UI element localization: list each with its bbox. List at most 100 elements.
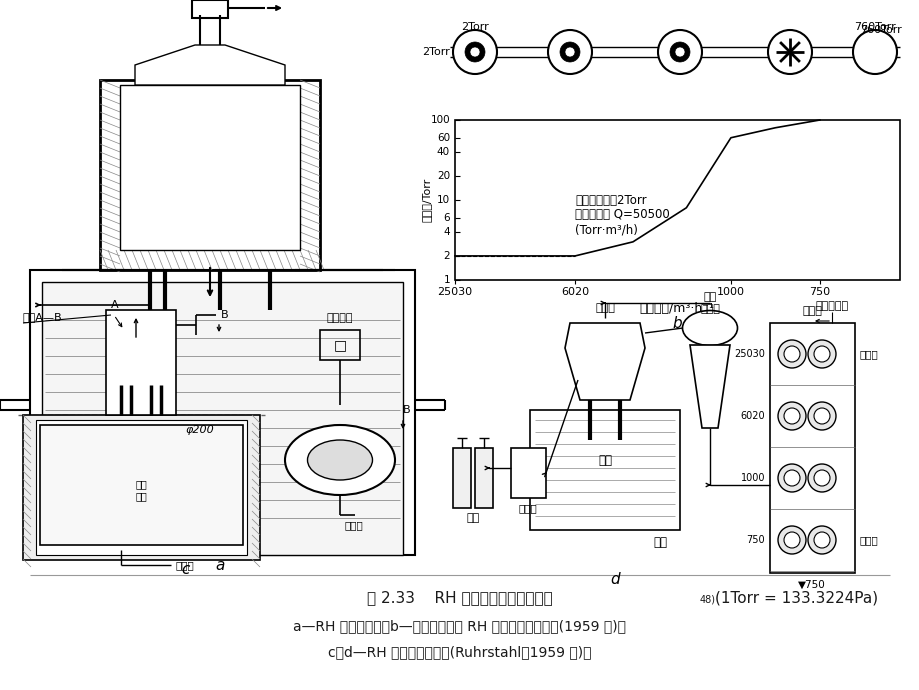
Circle shape xyxy=(783,408,800,424)
Bar xyxy=(455,120,899,280)
Text: 6020: 6020 xyxy=(740,411,765,421)
Circle shape xyxy=(807,526,835,554)
Text: A: A xyxy=(111,300,119,310)
Circle shape xyxy=(548,30,591,74)
Circle shape xyxy=(767,30,811,74)
Text: 10: 10 xyxy=(437,195,449,205)
Text: d: d xyxy=(609,573,619,587)
Bar xyxy=(36,420,246,555)
Text: 48): 48) xyxy=(699,595,715,605)
Text: 真空泵: 真空泵 xyxy=(801,306,821,316)
Circle shape xyxy=(675,47,685,57)
Text: 20: 20 xyxy=(437,171,449,181)
Text: 抽气能力/m³·h⁻¹: 抽气能力/m³·h⁻¹ xyxy=(639,302,714,315)
Text: 脱气槽: 脱气槽 xyxy=(595,303,614,313)
Ellipse shape xyxy=(285,425,394,495)
Text: 100: 100 xyxy=(430,115,449,125)
Bar xyxy=(529,410,679,530)
Circle shape xyxy=(777,464,805,492)
Text: 放散阀: 放散阀 xyxy=(859,349,878,359)
Text: 2Torr: 2Torr xyxy=(460,22,488,32)
Text: 图 2.33    RH 示意图及开发试验装置: 图 2.33 RH 示意图及开发试验装置 xyxy=(367,591,552,606)
Circle shape xyxy=(783,532,800,548)
Text: 2: 2 xyxy=(443,251,449,261)
Text: a—RH 脱气法原理；b—真空泵运转时 RH 里的压力控制形式(1959 年)；: a—RH 脱气法原理；b—真空泵运转时 RH 里的压力控制形式(1959 年)； xyxy=(293,619,626,633)
Circle shape xyxy=(813,408,829,424)
Text: □: □ xyxy=(333,338,346,352)
Text: 760Torr: 760Torr xyxy=(853,22,895,32)
Text: 浇铸
钢包: 浇铸 钢包 xyxy=(135,479,147,501)
Bar xyxy=(106,310,176,415)
Text: 60: 60 xyxy=(437,132,449,143)
Text: 真空泵: 真空泵 xyxy=(345,520,363,530)
Text: B: B xyxy=(403,405,410,415)
Text: 6020: 6020 xyxy=(561,287,588,297)
Bar xyxy=(23,415,260,560)
Bar xyxy=(119,85,300,250)
Bar xyxy=(769,323,854,573)
Text: 2Torr: 2Torr xyxy=(422,47,449,57)
Text: 钢包: 钢包 xyxy=(652,535,666,549)
Text: 口真空仪表: 口真空仪表 xyxy=(814,301,847,311)
Text: 1000: 1000 xyxy=(716,287,744,297)
Bar xyxy=(30,270,414,555)
Text: 旋风
除尘器: 旋风 除尘器 xyxy=(699,292,720,314)
Ellipse shape xyxy=(307,440,372,480)
Circle shape xyxy=(777,402,805,430)
Polygon shape xyxy=(689,345,729,428)
Text: 40: 40 xyxy=(437,147,449,157)
Circle shape xyxy=(807,464,835,492)
Text: 750: 750 xyxy=(809,287,830,297)
Text: 25030: 25030 xyxy=(437,287,472,297)
Circle shape xyxy=(783,470,800,486)
Circle shape xyxy=(777,340,805,368)
Text: 1: 1 xyxy=(443,275,449,285)
Text: 真空泵: 真空泵 xyxy=(176,560,195,570)
Text: 浇铸钢包: 浇铸钢包 xyxy=(326,313,353,323)
Text: B: B xyxy=(221,310,229,320)
Bar xyxy=(452,448,471,508)
Text: c: c xyxy=(181,562,189,578)
Text: 760Torr: 760Torr xyxy=(859,25,901,35)
Polygon shape xyxy=(135,45,285,85)
Bar xyxy=(510,448,545,498)
Circle shape xyxy=(807,340,835,368)
Text: 4: 4 xyxy=(443,227,449,237)
Circle shape xyxy=(807,402,835,430)
Text: 氩气: 氩气 xyxy=(466,513,479,523)
Text: φ200: φ200 xyxy=(186,425,214,435)
Text: 750: 750 xyxy=(745,535,765,545)
Bar xyxy=(42,282,403,555)
Circle shape xyxy=(669,42,689,62)
Bar xyxy=(320,330,359,360)
Ellipse shape xyxy=(682,310,737,346)
Circle shape xyxy=(777,526,805,554)
Circle shape xyxy=(452,30,496,74)
Circle shape xyxy=(464,42,484,62)
Text: (1Torr = 133.3224Pa): (1Torr = 133.3224Pa) xyxy=(714,591,877,606)
Text: 钢水: 钢水 xyxy=(597,453,611,466)
Text: b: b xyxy=(672,315,681,331)
Circle shape xyxy=(470,47,480,57)
Text: a: a xyxy=(215,558,224,573)
Text: 6: 6 xyxy=(443,213,449,223)
Bar xyxy=(100,80,320,270)
Text: 进气口压力为2Torr
时的进气量 Q=50500
(Torr·m³/h): 进气口压力为2Torr 时的进气量 Q=50500 (Torr·m³/h) xyxy=(574,193,669,237)
Text: 断面A—B: 断面A—B xyxy=(23,312,62,322)
Text: 真空度/Torr: 真空度/Torr xyxy=(422,178,432,222)
Circle shape xyxy=(657,30,701,74)
Text: 真空泵: 真空泵 xyxy=(859,535,878,545)
Circle shape xyxy=(813,532,829,548)
Circle shape xyxy=(783,346,800,362)
Bar xyxy=(474,448,493,508)
Circle shape xyxy=(813,346,829,362)
Text: ▼750: ▼750 xyxy=(798,580,825,590)
Bar xyxy=(40,425,243,545)
Text: 混气罐: 混气罐 xyxy=(518,503,537,513)
Circle shape xyxy=(852,30,896,74)
Text: 25030: 25030 xyxy=(733,349,765,359)
Bar xyxy=(192,0,228,18)
Circle shape xyxy=(813,470,829,486)
Text: 1000: 1000 xyxy=(740,473,765,483)
Circle shape xyxy=(564,47,574,57)
